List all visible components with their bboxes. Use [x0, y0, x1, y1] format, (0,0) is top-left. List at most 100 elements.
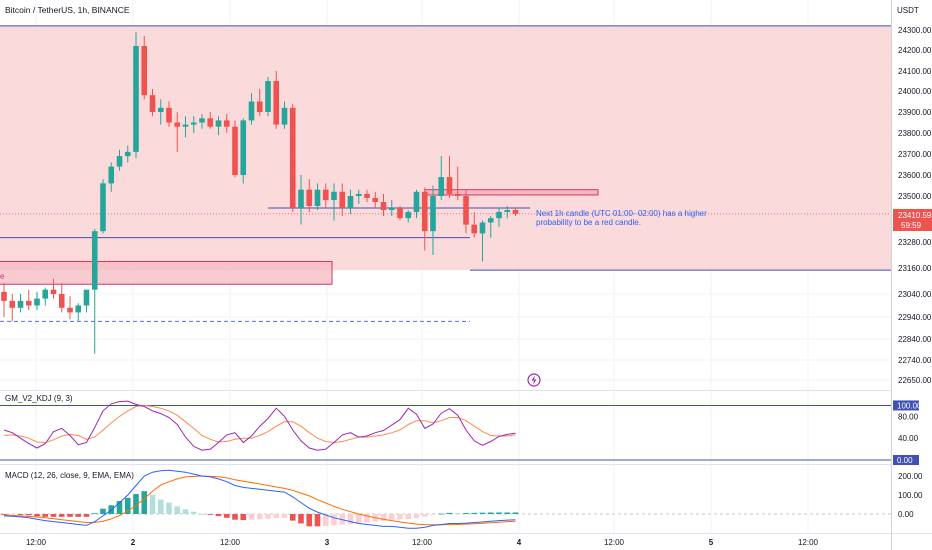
time-tick-label: 12:00 [604, 538, 625, 547]
macd-histogram-bar [512, 512, 519, 514]
macd-histogram-bar [83, 514, 90, 517]
candle [289, 103, 296, 212]
candle [504, 206, 511, 219]
candle [174, 112, 181, 152]
macd-histogram-bar [273, 514, 280, 519]
macd-histogram-bar [116, 501, 123, 514]
macd-histogram-bar [42, 514, 49, 517]
candle [397, 206, 403, 221]
kdj-label[interactable]: GM_V2_KDJ (9, 3) [5, 394, 73, 403]
candle [413, 189, 420, 219]
lightning-icon[interactable] [527, 373, 541, 387]
macd-histogram-bar [34, 514, 40, 517]
macd-histogram-bar [314, 514, 321, 527]
candle [405, 210, 412, 223]
candle [471, 212, 478, 238]
time-tick-label: 2 [131, 538, 136, 547]
candle [487, 216, 494, 238]
candle [50, 278, 57, 299]
price-tick-label: 23700.00 [898, 150, 932, 159]
candle [157, 99, 164, 125]
macd-histogram-bar [67, 514, 73, 517]
macd-histogram-bar [405, 514, 412, 520]
left-box[interactable] [0, 261, 333, 285]
candle [141, 36, 148, 100]
candle [9, 294, 16, 322]
macd-histogram-bar [355, 514, 362, 524]
macd-histogram-bar [322, 514, 329, 526]
candle [496, 208, 502, 227]
macd-histogram-bar [454, 513, 461, 514]
candle [273, 71, 280, 129]
candle-countdown: 59:59 [901, 221, 922, 230]
annotation-line-2: probability to be a red candle. [536, 218, 641, 227]
macd-histogram-bar [124, 497, 131, 514]
price-tick-label: 23900.00 [898, 108, 932, 117]
macd-signal-line [3, 475, 516, 526]
kdj-tick-label: 80.00 [898, 412, 919, 421]
macd-histogram-bar [190, 511, 197, 514]
kdj-level-badge [893, 455, 919, 465]
price-tick-label: 23500.00 [898, 192, 932, 201]
price-tick-label: 24100.00 [898, 67, 932, 76]
candle [1, 283, 7, 317]
price-tick-label: 22740.00 [898, 356, 932, 365]
symbol-title[interactable]: Bitcoin / TetherUS, 1h, BINANCE [5, 5, 130, 15]
kdj-k-line [3, 400, 516, 451]
candle [215, 116, 222, 136]
candle [166, 101, 172, 127]
kdj-tick-label: 0.00 [897, 456, 913, 465]
candle [479, 220, 486, 262]
macd-histogram-bar [223, 514, 230, 518]
candle [58, 283, 65, 313]
candle [17, 294, 24, 313]
candle [34, 291, 40, 311]
macd-histogram-bar [75, 514, 82, 517]
macd-histogram-bar [413, 514, 420, 519]
candle [25, 289, 32, 311]
macd-histogram-bar [58, 514, 65, 517]
last-price-value: 23410.59 [898, 211, 932, 220]
price-tick-label: 22940.00 [898, 313, 932, 322]
price-tick-label: 22840.00 [898, 335, 932, 344]
price-axis[interactable]: 24300.00 24200.00 24100.00 24000.00 23900.00… [893, 26, 932, 519]
macd-histogram-bar [364, 514, 370, 523]
candle [199, 114, 205, 129]
time-axis[interactable]: 12:00 2 12:00 3 12:00 4 12:00 5 12:00 [26, 538, 819, 547]
candle [512, 208, 519, 216]
macd-histogram-bar [504, 512, 511, 514]
candle [100, 179, 106, 234]
macd-histogram-bar [215, 514, 222, 517]
macd-histogram-bar [446, 512, 453, 514]
candle [256, 89, 263, 117]
candle [223, 114, 230, 133]
macd-label[interactable]: MACD (12, 26, close, 9, EMA, EMA) [5, 471, 134, 480]
candle [149, 89, 156, 117]
candle [116, 149, 123, 171]
macd-histogram-bar [182, 509, 189, 514]
macd-histogram-bar [438, 513, 445, 515]
macd-histogram-bar [50, 514, 57, 517]
macd-histogram-bar [331, 514, 337, 526]
resistance-zone[interactable] [0, 25, 891, 271]
kdj-tick-label: 100.00 [897, 401, 922, 410]
macd-histogram-bar [289, 514, 296, 521]
macd-histogram-bar [1, 514, 7, 515]
macd-histogram-bar [388, 514, 395, 520]
zones-layer [0, 25, 891, 285]
price-tick-label: 22650.00 [898, 376, 932, 385]
macd-histogram-bar [306, 514, 313, 527]
candle [75, 303, 82, 322]
left-box-label: e [0, 272, 5, 281]
candle [298, 175, 304, 225]
candle [388, 200, 395, 216]
price-tick-label: 23600.00 [898, 171, 932, 180]
time-tick-label: 12:00 [26, 538, 47, 547]
macd-pane [0, 469, 891, 529]
candle [314, 183, 321, 210]
macd-histogram-bar [463, 513, 469, 514]
macd-histogram-bar [17, 514, 24, 515]
candle [446, 156, 453, 198]
macd-histogram-bar [265, 514, 271, 519]
